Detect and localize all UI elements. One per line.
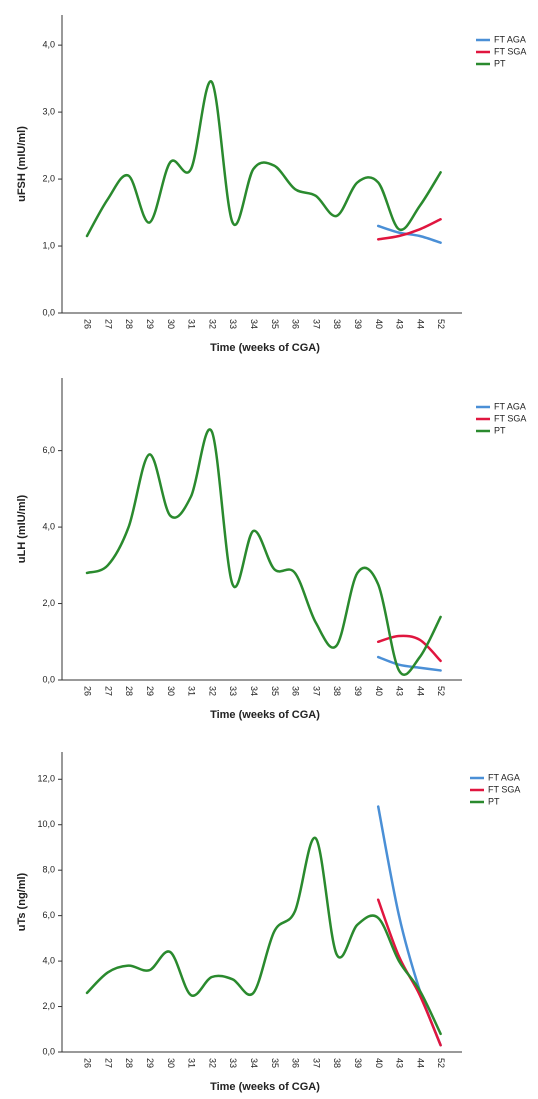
x-tick-label: 29 xyxy=(145,319,155,329)
x-tick-label: 52 xyxy=(436,319,446,329)
x-tick-label: 39 xyxy=(353,686,363,696)
y-tick-label: 6,0 xyxy=(42,445,55,455)
y-tick-label: 2,0 xyxy=(42,173,55,183)
y-tick-label: 10,0 xyxy=(37,819,55,829)
x-tick-label: 28 xyxy=(124,686,134,696)
series-line xyxy=(376,217,442,241)
legend-label: PT xyxy=(488,796,500,806)
x-tick-label: 32 xyxy=(207,319,217,329)
x-tick-label: 26 xyxy=(83,1058,93,1068)
y-axis-label: uFSH (mIU/ml) xyxy=(16,126,28,202)
series-line xyxy=(376,655,442,672)
series-line xyxy=(85,428,442,676)
x-tick-label: 38 xyxy=(332,686,342,696)
x-tick-label: 52 xyxy=(436,1058,446,1068)
x-tick-label: 30 xyxy=(166,319,176,329)
legend-label: FT SGA xyxy=(488,784,520,794)
x-tick-label: 44 xyxy=(415,1058,425,1068)
series-line xyxy=(376,898,442,1047)
x-tick-label: 34 xyxy=(249,686,259,696)
y-tick-label: 0,0 xyxy=(42,307,55,317)
x-tick-label: 30 xyxy=(166,1058,176,1068)
x-tick-label: 27 xyxy=(103,1058,113,1068)
y-tick-label: 0,0 xyxy=(42,674,55,684)
y-tick-label: 12,0 xyxy=(37,774,55,784)
legend-label: FT SGA xyxy=(494,413,526,423)
x-tick-label: 28 xyxy=(124,319,134,329)
x-tick-label: 37 xyxy=(311,686,321,696)
x-tick-label: 29 xyxy=(145,1058,155,1068)
x-tick-label: 43 xyxy=(395,1058,405,1068)
x-tick-label: 27 xyxy=(103,686,113,696)
x-tick-label: 36 xyxy=(291,1058,301,1068)
x-tick-label: 52 xyxy=(436,686,446,696)
x-tick-label: 27 xyxy=(103,319,113,329)
x-tick-label: 30 xyxy=(166,686,176,696)
x-tick-label: 39 xyxy=(353,319,363,329)
legend-label: FT SGA xyxy=(494,46,526,56)
x-tick-label: 44 xyxy=(415,319,425,329)
x-axis-label: Time (weeks of CGA) xyxy=(210,709,320,721)
series-line xyxy=(85,836,442,1036)
x-tick-label: 31 xyxy=(187,686,197,696)
x-tick-label: 39 xyxy=(353,1058,363,1068)
series-line xyxy=(376,634,442,663)
x-tick-label: 32 xyxy=(207,686,217,696)
x-tick-label: 35 xyxy=(270,1058,280,1068)
x-tick-label: 33 xyxy=(228,1058,238,1068)
x-tick-label: 36 xyxy=(291,686,301,696)
x-tick-label: 33 xyxy=(228,686,238,696)
x-tick-label: 26 xyxy=(83,319,93,329)
x-tick-label: 33 xyxy=(228,319,238,329)
y-axis-label: uTs (ng/ml) xyxy=(16,872,28,931)
x-tick-label: 32 xyxy=(207,1058,217,1068)
y-tick-label: 0,0 xyxy=(42,1046,55,1056)
x-tick-label: 36 xyxy=(291,319,301,329)
y-tick-label: 4,0 xyxy=(42,521,55,531)
x-tick-label: 37 xyxy=(311,319,321,329)
y-tick-label: 3,0 xyxy=(42,106,55,116)
x-axis-label: Time (weeks of CGA) xyxy=(210,1081,320,1093)
x-tick-label: 28 xyxy=(124,1058,134,1068)
y-axis-label: uLH (mIU/ml) xyxy=(16,494,28,563)
series-line xyxy=(85,80,442,238)
x-tick-label: 43 xyxy=(395,319,405,329)
x-tick-label: 38 xyxy=(332,319,342,329)
x-tick-label: 40 xyxy=(374,686,384,696)
x-tick-label: 31 xyxy=(187,1058,197,1068)
legend-label: PT xyxy=(494,58,506,68)
y-tick-label: 8,0 xyxy=(42,865,55,875)
x-tick-label: 29 xyxy=(145,686,155,696)
x-axis-label: Time (weeks of CGA) xyxy=(210,342,320,354)
legend-label: FT AGA xyxy=(494,401,526,411)
legend-label: FT AGA xyxy=(488,772,520,782)
x-tick-label: 40 xyxy=(374,319,384,329)
y-tick-label: 2,0 xyxy=(42,598,55,608)
x-tick-label: 31 xyxy=(187,319,197,329)
y-tick-label: 4,0 xyxy=(42,40,55,50)
x-tick-label: 35 xyxy=(270,686,280,696)
x-tick-label: 40 xyxy=(374,1058,384,1068)
y-tick-label: 4,0 xyxy=(42,955,55,965)
legend-label: FT AGA xyxy=(494,34,526,44)
x-tick-label: 44 xyxy=(415,686,425,696)
x-tick-label: 43 xyxy=(395,686,405,696)
x-tick-label: 38 xyxy=(332,1058,342,1068)
y-tick-label: 1,0 xyxy=(42,240,55,250)
x-tick-label: 34 xyxy=(249,1058,259,1068)
legend-label: PT xyxy=(494,425,506,435)
x-tick-label: 34 xyxy=(249,319,259,329)
x-tick-label: 26 xyxy=(83,686,93,696)
x-tick-label: 37 xyxy=(311,1058,321,1068)
x-tick-label: 35 xyxy=(270,319,280,329)
y-tick-label: 2,0 xyxy=(42,1001,55,1011)
y-tick-label: 6,0 xyxy=(42,910,55,920)
